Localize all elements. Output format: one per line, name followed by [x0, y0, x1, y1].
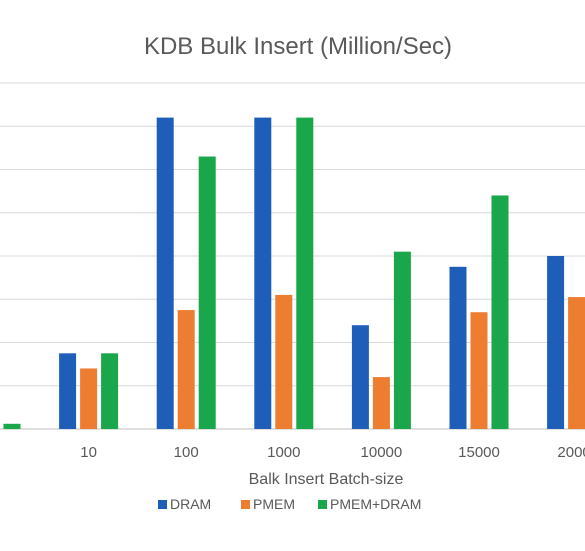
legend-label: DRAM	[170, 496, 211, 512]
bar-pmem-2	[177, 310, 195, 429]
bar-dram-5	[449, 266, 467, 429]
bar-dram-4	[351, 325, 369, 429]
bar-dram-1	[59, 353, 77, 429]
bar-pmem-dram-0	[3, 423, 21, 429]
bar-pmem-dram-4	[393, 251, 411, 429]
grid	[0, 82, 585, 430]
legend: DRAM PMEM PMEM+DRAM	[158, 496, 421, 512]
x-tick-label: 1000	[267, 444, 300, 461]
bar-pmem-dram-5	[491, 195, 509, 429]
bar-pmem-5	[470, 312, 488, 429]
x-tick-label: 100	[174, 444, 199, 461]
x-tick-labels: e10100100010000150002000(	[80, 444, 585, 461]
bar-pmem-6	[568, 297, 585, 429]
x-tick-label: 15000	[458, 444, 500, 461]
legend-swatch	[241, 500, 250, 509]
bar-pmem-dram-3	[296, 117, 314, 429]
legend-label: PMEM+DRAM	[330, 496, 421, 512]
bars	[3, 117, 585, 429]
bar-pmem-3	[275, 294, 293, 429]
x-tick-label: 10	[80, 444, 97, 461]
legend-swatch	[158, 500, 167, 509]
bar-pmem-1	[80, 368, 98, 429]
legend-label: PMEM	[253, 496, 295, 512]
chart-title: KDB Bulk Insert (Million/Sec)	[144, 33, 452, 60]
x-tick-label: 10000	[361, 444, 403, 461]
bar-dram-2	[156, 117, 174, 429]
bar-pmem-dram-2	[198, 156, 216, 429]
x-axis-title: Balk Insert Batch-size	[249, 471, 404, 488]
legend-swatch	[318, 500, 327, 509]
bar-pmem-4	[372, 377, 390, 429]
bar-pmem-dram-1	[101, 353, 119, 429]
bar-dram-3	[254, 117, 272, 429]
bar-dram-6	[547, 256, 565, 429]
x-tick-label: 2000(	[557, 444, 585, 461]
